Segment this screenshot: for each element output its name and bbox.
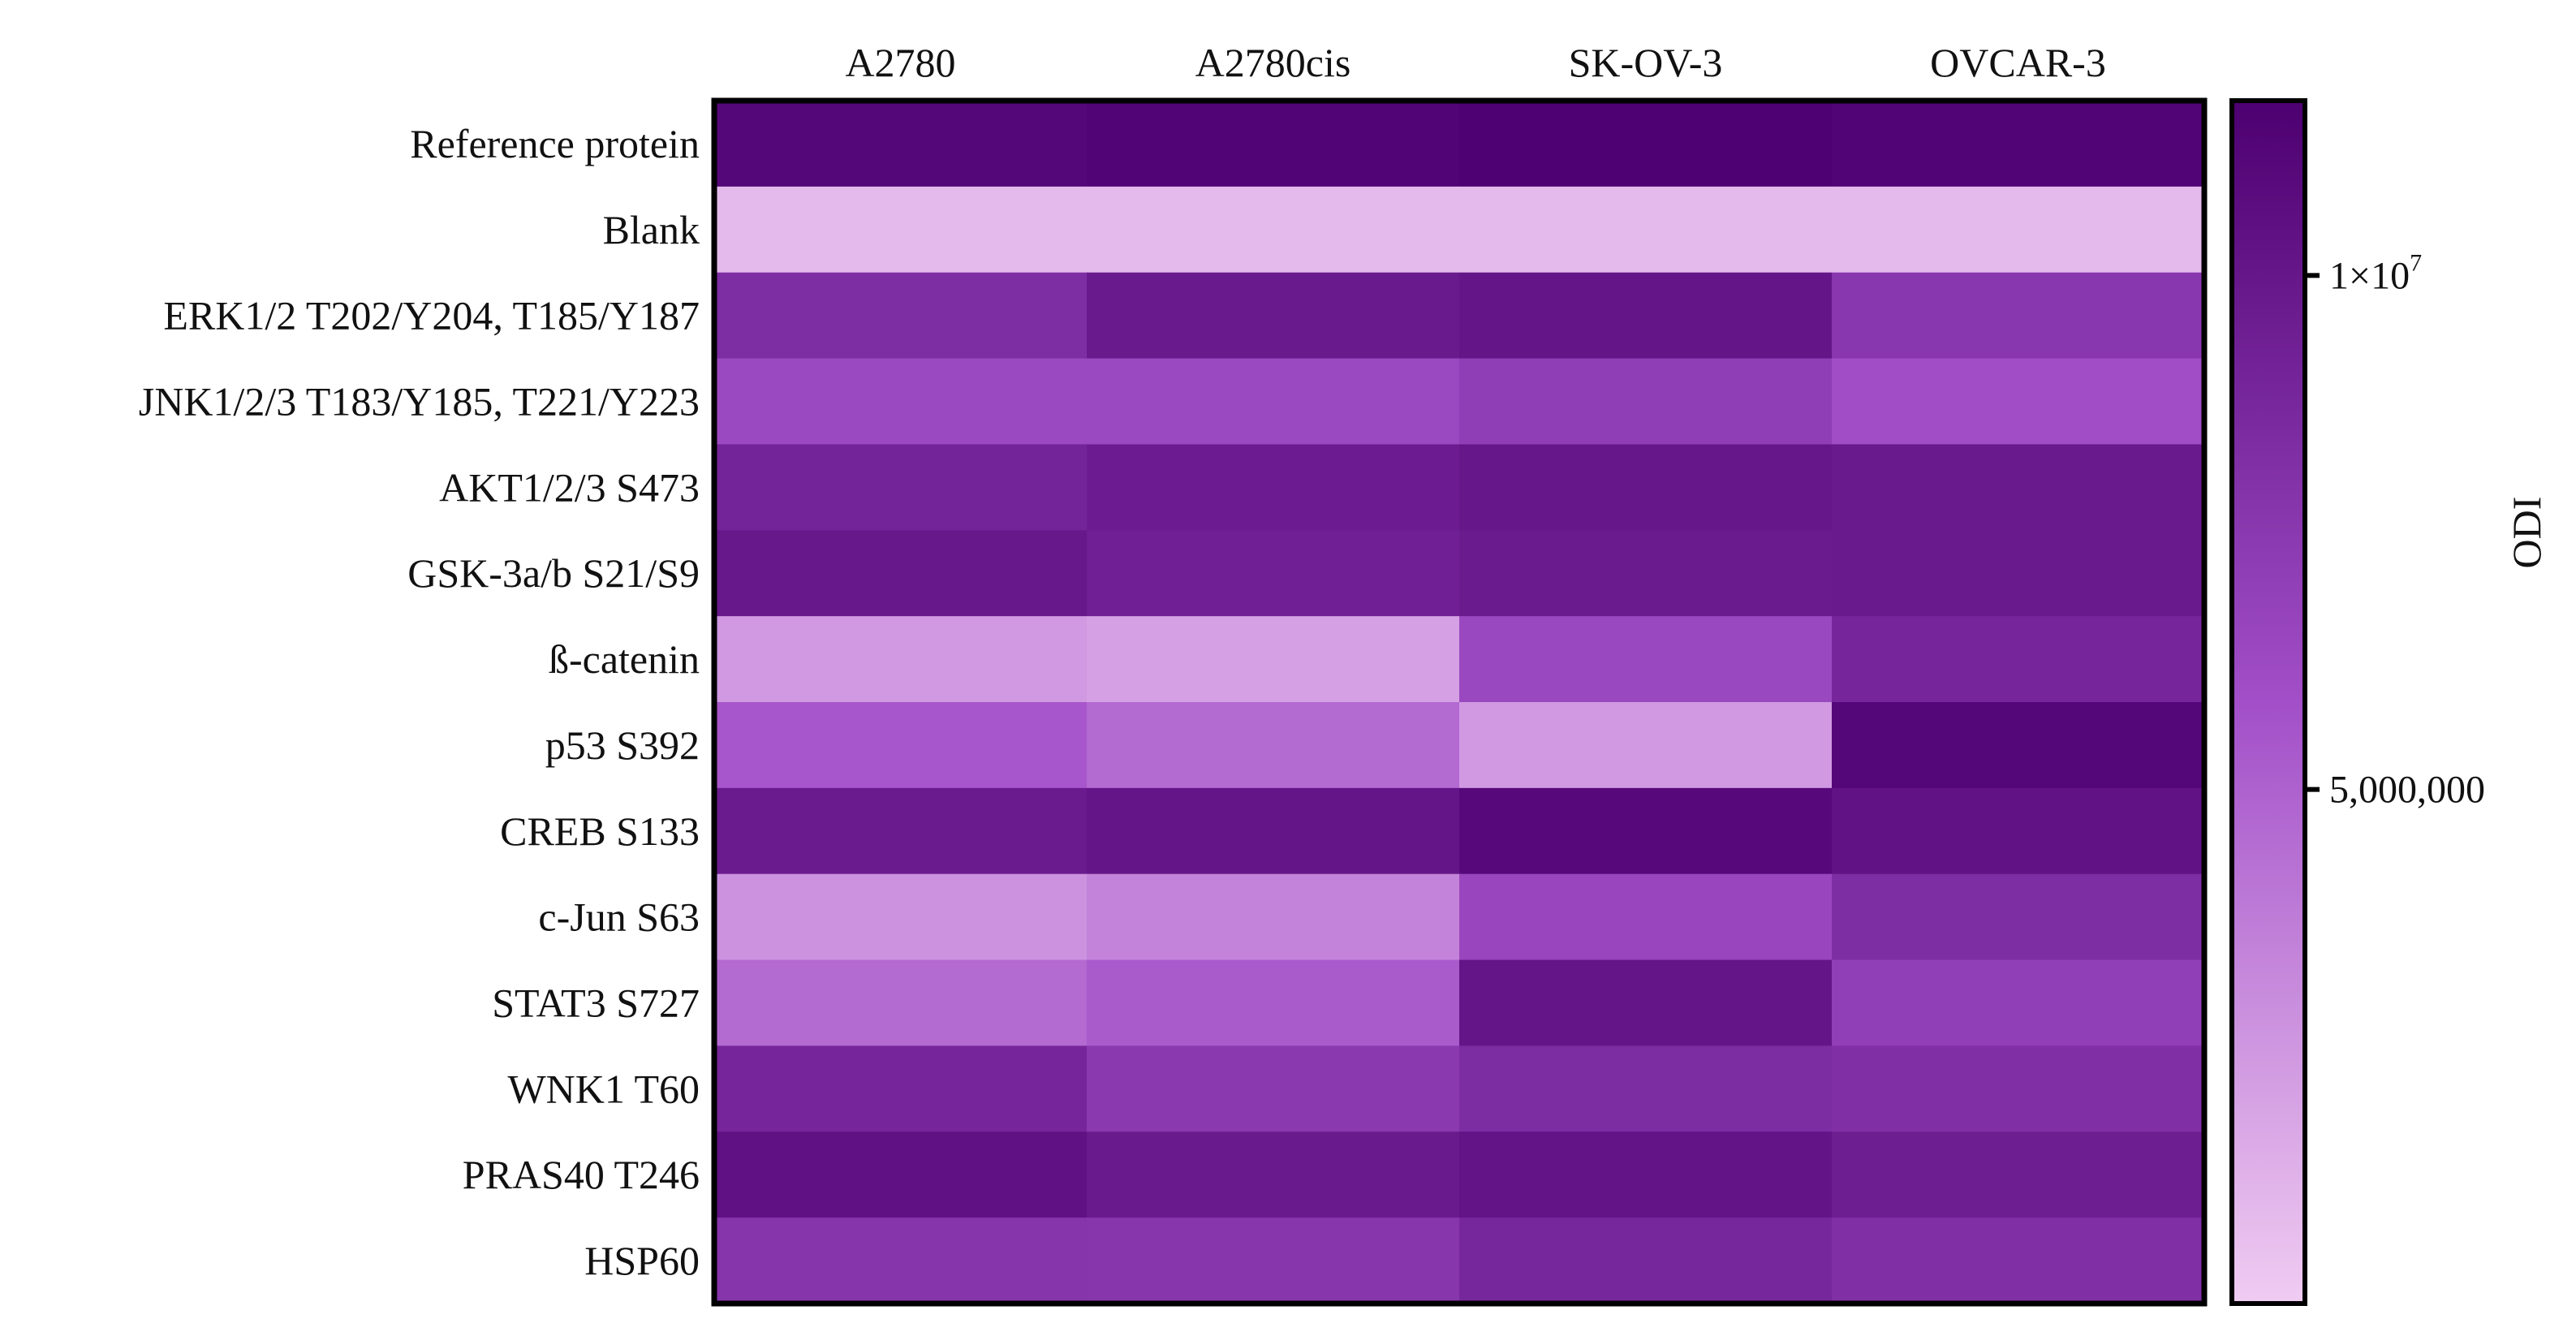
- heatmap-cell: [1459, 101, 1833, 187]
- heatmap-cell: [1459, 873, 1833, 961]
- heatmap-cell: [1087, 358, 1460, 445]
- heatmap-cell: [1459, 959, 1833, 1046]
- heatmap-cell: [1459, 1045, 1833, 1132]
- heatmap-cell: [1832, 444, 2205, 531]
- heatmap-cell: [1832, 959, 2205, 1046]
- heatmap-cell: [1459, 530, 1833, 617]
- colorbar-tick-text: 5,000,000: [2329, 769, 2485, 812]
- heatmap-cell: [714, 186, 1088, 274]
- heatmap-cell: [1459, 444, 1833, 531]
- row-label: Reference protein: [410, 121, 700, 166]
- heatmap-cell: [1832, 1045, 2205, 1132]
- heatmap-cell: [714, 702, 1088, 789]
- heatmap-cell: [1459, 1217, 1833, 1304]
- heatmap-cell: [1832, 186, 2205, 274]
- heatmap-cell: [714, 530, 1088, 617]
- heatmap-cell: [1832, 616, 2205, 703]
- heatmap-cell: [714, 1131, 1088, 1218]
- heatmap-cell: [714, 616, 1088, 703]
- row-label: Blank: [603, 207, 700, 252]
- row-label: STAT3 S727: [492, 980, 700, 1026]
- row-label: ß-catenin: [549, 636, 700, 682]
- row-label: c-Jun S63: [538, 894, 700, 940]
- heatmap-cell: [1832, 873, 2205, 961]
- heatmap-cell: [1459, 702, 1833, 789]
- colorbar-tick-exponent: 7: [2410, 249, 2422, 276]
- heatmap-cell: [1459, 358, 1833, 445]
- heatmap-cell: [1087, 787, 1460, 875]
- heatmap-cell: [1087, 444, 1460, 531]
- colorbar-label: ODI: [2504, 497, 2549, 569]
- heatmap-cell: [1087, 101, 1460, 187]
- heatmap-cell: [1087, 186, 1460, 274]
- heatmap-cell: [1832, 1131, 2205, 1218]
- row-label: PRAS40 T246: [463, 1152, 700, 1197]
- column-label: A2780cis: [1195, 40, 1351, 85]
- colorbar-tick-label: 5,000,000: [2329, 769, 2485, 812]
- heatmap-cell: [714, 101, 1088, 187]
- row-label: JNK1/2/3 T183/Y185, T221/Y223: [139, 379, 700, 425]
- heatmap-cell: [1087, 1217, 1460, 1304]
- row-label: CREB S133: [500, 808, 700, 854]
- heatmap-border: [711, 97, 2208, 1307]
- heatmap-cell: [714, 1045, 1088, 1132]
- heatmap-cell: [1087, 873, 1460, 961]
- heatmap-cell: [1832, 272, 2205, 360]
- row-label: p53 S392: [545, 722, 700, 768]
- colorbar-ticks: 1×107 5,000,000: [2305, 249, 2485, 812]
- heatmap-cell: [1459, 272, 1833, 360]
- row-label: HSP60: [584, 1238, 700, 1283]
- heatmap-cells: [714, 101, 2205, 1304]
- heatmap-cell: [714, 959, 1088, 1046]
- row-labels: Reference protein Blank ERK1/2 T202/Y204, …: [139, 121, 700, 1283]
- heatmap-cell: [1087, 616, 1460, 703]
- heatmap-cell: [1832, 101, 2205, 187]
- heatmap-cell: [714, 358, 1088, 445]
- heatmap-cell: [1832, 787, 2205, 875]
- heatmap-cell: [1087, 702, 1460, 789]
- column-label: A2780: [845, 40, 955, 85]
- heatmap-cell: [1832, 358, 2205, 445]
- heatmap-cell: [714, 873, 1088, 961]
- heatmap-cell: [714, 272, 1088, 360]
- heatmap-cell: [1832, 702, 2205, 789]
- heatmap-cell: [1832, 530, 2205, 617]
- heatmap-cell: [1087, 530, 1460, 617]
- heatmap-cell: [1459, 616, 1833, 703]
- row-label: ERK1/2 T202/Y204, T185/Y187: [163, 293, 700, 338]
- colorbar: [2229, 98, 2307, 1306]
- heatmap-cell: [714, 444, 1088, 531]
- heatmap-cell: [1459, 186, 1833, 274]
- heatmap-cell: [1087, 1131, 1460, 1218]
- column-label: SK-OV-3: [1569, 40, 1723, 85]
- colorbar-tick-text: 1×10: [2329, 254, 2410, 297]
- heatmap-cell: [1459, 787, 1833, 875]
- row-label: AKT1/2/3 S473: [439, 464, 700, 510]
- heatmap-cell: [1087, 1045, 1460, 1132]
- column-labels: A2780 A2780cis SK-OV-3 OVCAR-3: [845, 40, 2105, 85]
- colorbar-tick-label: 1×107: [2329, 249, 2422, 297]
- row-label: WNK1 T60: [507, 1066, 700, 1111]
- heatmap-cell: [714, 1217, 1088, 1304]
- heatmap-cell: [1087, 959, 1460, 1046]
- heatmap-cell: [1832, 1217, 2205, 1304]
- heatmap-cell: [1087, 272, 1460, 360]
- heatmap-cell: [714, 787, 1088, 875]
- heatmap-cell: [1459, 1131, 1833, 1218]
- column-label: OVCAR-3: [1930, 40, 2106, 85]
- row-label: GSK-3a/b S21/S9: [407, 550, 700, 596]
